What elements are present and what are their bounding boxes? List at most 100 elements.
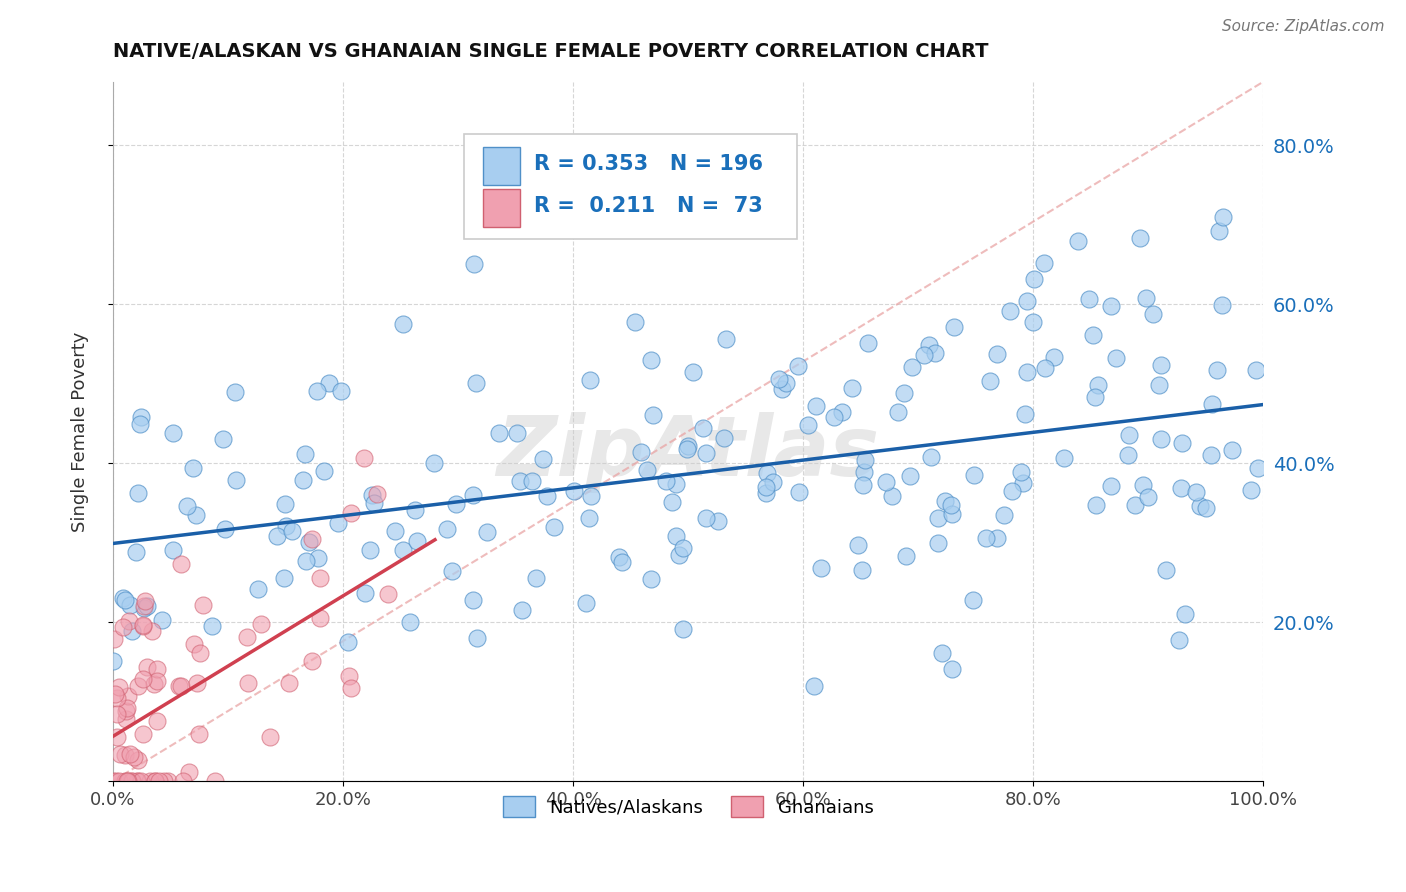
Point: [1150, 358, 1173, 372]
Point: [668, 549, 690, 563]
Point: [308, 571, 330, 585]
Point: [640, 572, 662, 586]
Point: [250, 617, 273, 632]
Point: [610, 555, 633, 569]
Point: [105, 691, 128, 706]
Point: [162, 542, 184, 557]
Point: [900, 360, 922, 375]
Point: [191, 598, 214, 612]
Point: [121, 624, 143, 639]
Point: [893, 386, 915, 401]
Point: [477, 524, 499, 539]
Point: [172, 774, 194, 789]
Point: [353, 451, 375, 466]
Point: [1205, 363, 1227, 377]
Point: [1118, 427, 1140, 442]
Point: [823, 409, 845, 424]
Point: [716, 333, 738, 347]
Point: [853, 453, 876, 467]
Point: [941, 662, 963, 676]
Point: [291, 473, 314, 487]
Point: [406, 534, 429, 549]
Point: [755, 486, 778, 500]
Point: [108, 747, 131, 761]
Point: [1222, 442, 1244, 457]
Point: [353, 586, 375, 600]
Point: [1170, 482, 1192, 496]
Point: [295, 553, 318, 567]
Point: [918, 338, 941, 352]
Point: [1123, 499, 1146, 513]
Point: [1014, 407, 1036, 421]
Legend: Natives/Alaskans, Ghanaians: Natives/Alaskans, Ghanaians: [495, 789, 880, 824]
Point: [1167, 633, 1189, 648]
Point: [120, 598, 142, 612]
Point: [575, 596, 598, 610]
Point: [1116, 448, 1139, 462]
Point: [578, 373, 600, 387]
Point: [112, 619, 135, 633]
Point: [363, 496, 385, 510]
Point: [111, 591, 134, 605]
Point: [399, 615, 422, 630]
Point: [136, 659, 159, 673]
Point: [122, 750, 145, 764]
Point: [675, 442, 697, 456]
Point: [121, 774, 143, 789]
Point: [115, 774, 138, 789]
Point: [294, 447, 316, 461]
Point: [927, 536, 949, 550]
FancyBboxPatch shape: [464, 134, 797, 239]
Point: [1011, 475, 1033, 490]
Point: [235, 630, 257, 644]
Point: [305, 384, 328, 398]
Point: [1033, 360, 1056, 375]
Point: [132, 599, 155, 614]
Point: [129, 409, 152, 424]
Point: [301, 655, 323, 669]
Point: [1001, 483, 1024, 498]
Point: [105, 730, 128, 744]
Point: [298, 535, 321, 549]
Point: [707, 514, 730, 528]
Point: [1083, 327, 1105, 342]
Point: [654, 475, 676, 489]
Point: [1084, 499, 1107, 513]
Point: [768, 371, 790, 385]
Point: [943, 319, 966, 334]
Point: [939, 498, 962, 512]
Point: [931, 647, 953, 661]
Point: [108, 681, 131, 695]
Point: [914, 347, 936, 361]
Point: [853, 465, 876, 479]
Point: [461, 488, 484, 502]
Point: [607, 549, 630, 564]
Point: [125, 774, 148, 789]
FancyBboxPatch shape: [484, 189, 520, 227]
Point: [307, 551, 329, 566]
Point: [145, 774, 167, 789]
Text: NATIVE/ALASKAN VS GHANAIAN SINGLE FEMALE POVERTY CORRELATION CHART: NATIVE/ALASKAN VS GHANAIAN SINGLE FEMALE…: [112, 42, 988, 61]
Point: [1022, 271, 1045, 285]
Point: [1185, 485, 1208, 500]
Point: [101, 655, 124, 669]
Point: [141, 624, 163, 638]
Point: [770, 382, 793, 396]
Point: [125, 544, 148, 558]
Point: [713, 431, 735, 445]
Point: [436, 522, 458, 536]
Point: [117, 689, 139, 703]
Point: [695, 511, 717, 525]
Point: [167, 679, 190, 693]
Point: [974, 532, 997, 546]
Point: [920, 450, 942, 464]
Point: [993, 508, 1015, 522]
Point: [1099, 479, 1122, 493]
Point: [274, 497, 297, 511]
Point: [1129, 231, 1152, 245]
Point: [803, 679, 825, 693]
Point: [236, 676, 259, 690]
Point: [134, 594, 156, 608]
Y-axis label: Single Female Poverty: Single Female Poverty: [72, 331, 89, 532]
Point: [143, 774, 166, 789]
